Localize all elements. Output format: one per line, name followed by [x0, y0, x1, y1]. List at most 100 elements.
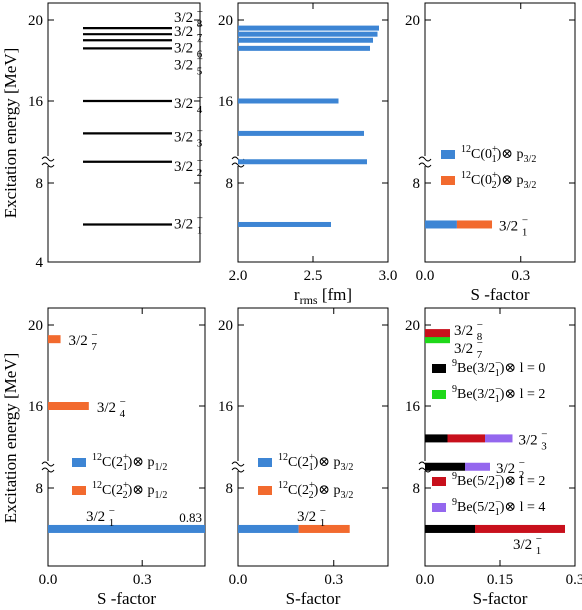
- sBe-legend-label-1: 9Be(3/2− 1)⊗ l = 2: [452, 384, 545, 405]
- sBe-legend-label-3: 9Be(5/2− 1)⊗ l = 4: [452, 497, 545, 518]
- level-label-4-sub: 4: [197, 104, 203, 116]
- s2p32-legend-swatch-1: [258, 486, 272, 495]
- s2p12-frame: [47, 307, 206, 567]
- s2p32-xlabel: S-factor: [286, 589, 341, 608]
- sBe-bar-label-1: 3/2 −2: [496, 457, 525, 481]
- sBe-xtick-label-0.3: 0.3: [566, 572, 582, 588]
- rrms-bar-4: [238, 45, 370, 51]
- s2p12-bar-label-0: 3/2 −1: [86, 505, 115, 529]
- level-label-4-base: 3/2: [174, 96, 193, 112]
- level-label-6-sup: −: [197, 36, 203, 48]
- level-label-8-sub: 8: [197, 18, 203, 30]
- rrms-bar-7: [238, 25, 379, 31]
- rrms-bar-2: [238, 130, 364, 136]
- s2p12-bar-label-2: 3/2 −7: [69, 329, 98, 353]
- level-label-3-base: 3/2: [174, 129, 193, 145]
- level-label-8-sup: −: [197, 6, 203, 18]
- level-label-7: 3/2 −7: [174, 20, 203, 44]
- sBe-xtick-label-0.15: 0.15: [487, 572, 513, 588]
- levels-ytick-label-4: 4: [36, 255, 44, 271]
- s2p12-legend-label-1: 12C(2+ 2)⊗ p1/2: [92, 480, 167, 501]
- sBe-bar-0-seg-1: [475, 524, 565, 533]
- level-label-8: 3/2 −8: [174, 6, 203, 30]
- sBe-ytick-label-16: 16: [405, 399, 421, 415]
- sBe-bar-label-3-base: 3/2: [454, 341, 473, 357]
- level-label-4-sup: −: [197, 92, 203, 104]
- level-label-6: 3/2 −6: [174, 36, 203, 60]
- s2p32-break-mark-1: [231, 461, 245, 467]
- s0-bar-0-seg-0: [425, 220, 457, 229]
- rrms-break-mark-2: [231, 162, 245, 168]
- s2p12-bar-annotation-0: 0.83: [179, 510, 202, 525]
- rrms-ytick-label-20: 20: [218, 13, 233, 29]
- s2p12-xtick-label-0.3: 0.3: [133, 572, 152, 588]
- s2p32-frame: [237, 307, 389, 567]
- rrms-ytick-label-8: 8: [226, 176, 234, 192]
- s0-legend-label-0: 12C(0+ 1)⊗ p3/2: [461, 144, 536, 165]
- s2p32-ytick-label-8: 8: [226, 481, 234, 497]
- rrms-bar-6: [238, 31, 378, 37]
- s2p12-break-mark-2: [41, 467, 55, 473]
- level-label-6-sub: 6: [197, 48, 203, 60]
- s2p12-legend-swatch-1: [72, 486, 86, 495]
- s2p12-bar-label-1-sub: 4: [120, 408, 126, 420]
- level-label-5-sub: 5: [197, 65, 203, 77]
- s2p12-ytick-label-20: 20: [28, 318, 43, 334]
- level-label-1: 3/2 −1: [174, 212, 203, 236]
- s2p12-bar-label-2-sub: 7: [91, 341, 97, 353]
- sBe-xtick-label-0.0: 0.0: [416, 572, 435, 588]
- sBe-bar-label-2-sub: 3: [541, 440, 547, 452]
- level-label-7-sub: 7: [197, 32, 203, 44]
- levels-frame: [47, 2, 201, 263]
- sBe-bar-label-3-sub: 7: [477, 349, 483, 361]
- level-label-5-sup: −: [197, 53, 203, 65]
- s2p32-xtick-label-0.0: 0.0: [229, 572, 248, 588]
- sBe-bar-label-1-sub: 2: [519, 469, 525, 481]
- sBe-bar-label-2-sup: −: [541, 428, 547, 440]
- sBe-legend-swatch-3: [432, 503, 446, 512]
- s2p32-bar-0-seg-1: [298, 524, 350, 533]
- s0-frame: [424, 2, 576, 263]
- s0-ytick-label-8: 8: [413, 176, 421, 192]
- sBe-bar-label-0-sup: −: [536, 533, 542, 545]
- level-label-3: 3/2 −3: [174, 125, 203, 149]
- s2p12-bar-label-2-sup: −: [91, 329, 97, 341]
- s0-xlabel: S -factor: [470, 285, 529, 304]
- s2p12-xtick-label-0.0: 0.0: [39, 572, 58, 588]
- panel-s0: 8 20 0.0 0.3 3/2 −1 12C(0+ 1)⊗ p3/2 12C(0+ 2)⊗ p3…: [405, 2, 576, 304]
- s2p32-ytick-label-20: 20: [218, 318, 233, 334]
- panel-rrms: 8 16 20 2.0 2.5 3.0 rrms [fm]: [218, 2, 398, 307]
- level-label-2: 3/2 −2: [174, 155, 203, 179]
- level-label-1-sup: −: [197, 212, 203, 224]
- levels-break-mask: [42, 156, 54, 166]
- levels-break-mark-1: [41, 156, 55, 162]
- rrms-xtick-label-2.0: 2.0: [229, 268, 248, 284]
- sBe-bar-1-seg-1: [465, 462, 490, 471]
- sBe-legend-swatch-1: [432, 390, 446, 399]
- s2p12-bar-label-1-sup: −: [120, 396, 126, 408]
- panel-s2p32: 8 16 20 0.0 0.3 3/2 −1 12C(2+ 1)⊗ p3/2 12C(2+ 2)⊗ …: [218, 307, 389, 608]
- level-label-1-sub: 1: [197, 224, 203, 236]
- sBe-bar-label-3-sup: −: [477, 337, 483, 349]
- s2p12-bar-0-seg-0: [48, 524, 205, 533]
- sBe-legend-swatch-2: [432, 477, 446, 486]
- rrms-bar-5: [238, 37, 373, 43]
- s2p12-break-mask: [42, 461, 54, 471]
- s2p12-ytick-label-8: 8: [36, 481, 44, 497]
- sBe-bar-3-seg-0: [425, 335, 450, 344]
- s2p32-bar-label-0-base: 3/2: [297, 509, 316, 525]
- s0-xtick-label-0.3: 0.3: [511, 268, 530, 284]
- s2p12-bar-label-2-base: 3/2: [69, 333, 88, 349]
- s2p32-ytick-label-16: 16: [218, 399, 234, 415]
- sBe-bar-label-0-base: 3/2: [513, 537, 532, 553]
- sBe-bar-1-seg-0: [425, 462, 465, 471]
- sBe-ytick-label-20: 20: [405, 318, 420, 334]
- sBe-bar-2-seg-1: [447, 434, 485, 443]
- s0-legend-swatch-1: [441, 176, 455, 185]
- rrms-xtick-label-3.0: 3.0: [379, 268, 398, 284]
- level-label-2-sup: −: [197, 155, 203, 167]
- s0-ytick-label-20: 20: [405, 13, 420, 29]
- s0-bar-label-0: 3/2 −1: [499, 214, 528, 238]
